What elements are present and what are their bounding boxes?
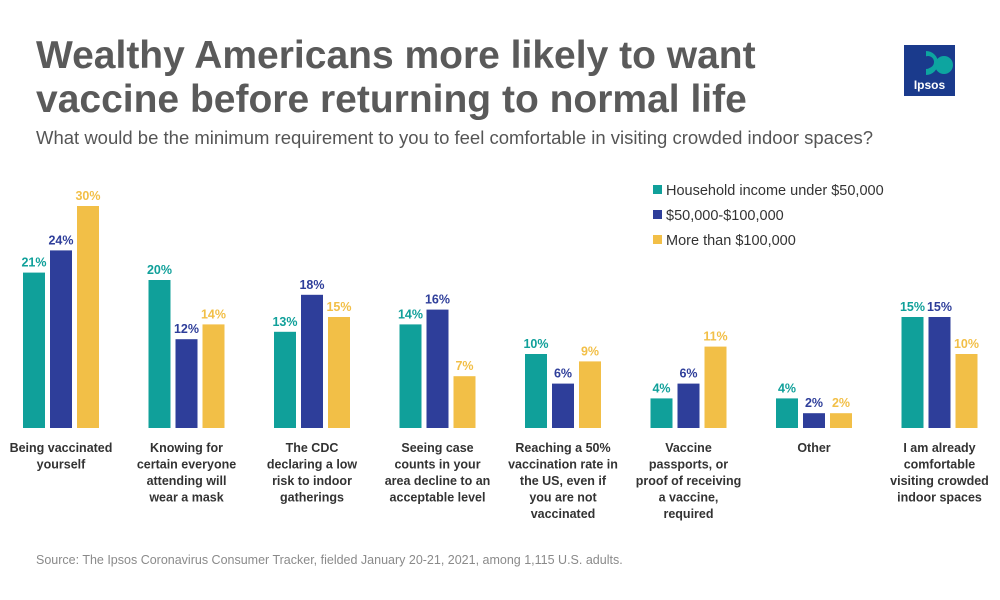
value-label-7-series-3: 2% — [832, 396, 850, 410]
value-label-6-series-3: 11% — [703, 330, 727, 344]
logo-text: Ipsos — [914, 78, 946, 92]
bar-6-series-2 — [677, 383, 700, 428]
value-label-7-series-2: 2% — [805, 396, 823, 410]
legend-label-2: $50,000-$100,000 — [666, 208, 784, 224]
legend-label-1: Household income under $50,000 — [666, 183, 884, 199]
bar-4-series-2 — [426, 309, 449, 428]
bar-8-series-1 — [901, 317, 924, 428]
bar-2-series-2 — [175, 339, 198, 428]
legend: Household income under $50,000 $50,000-$1… — [653, 183, 884, 249]
bar-7-series-2 — [803, 413, 825, 428]
bar-8-series-2 — [928, 317, 951, 428]
value-label-8-series-1: 15% — [900, 300, 925, 314]
bar-2-series-1 — [148, 280, 171, 428]
value-label-6-series-2: 6% — [679, 367, 697, 381]
bar-4-series-1 — [399, 324, 422, 428]
category-label-1: Being vaccinated yourself — [10, 441, 113, 472]
value-label-2-series-3: 14% — [201, 307, 226, 321]
bars-group — [23, 206, 978, 428]
bar-4-series-3 — [453, 376, 476, 428]
chart-subtitle: What would be the minimum requirement to… — [36, 127, 874, 148]
category-labels-group: Being vaccinated yourself Knowing for certa… — [10, 441, 989, 521]
value-label-8-series-3: 10% — [954, 337, 979, 351]
value-label-7-series-1: 4% — [778, 381, 796, 395]
value-label-4-series-1: 14% — [398, 307, 423, 321]
legend-label-3: More than $100,000 — [666, 233, 796, 249]
source-note: Source: The Ipsos Coronavirus Consumer T… — [36, 553, 623, 567]
value-label-5-series-3: 9% — [581, 344, 599, 358]
bar-6-series-3 — [704, 346, 727, 428]
value-label-6-series-1: 4% — [652, 381, 670, 395]
value-label-5-series-1: 10% — [523, 337, 548, 351]
value-label-1-series-1: 21% — [21, 256, 46, 270]
legend-swatch-2 — [653, 210, 662, 219]
bar-7-series-1 — [776, 398, 798, 428]
value-label-3-series-3: 15% — [326, 300, 351, 314]
legend-swatch-3 — [653, 235, 662, 244]
category-label-6: Vaccine passports, or proof of receiving a … — [636, 441, 742, 521]
value-label-8-series-2: 15% — [927, 300, 952, 314]
value-label-4-series-3: 7% — [455, 359, 473, 373]
bar-5-series-3 — [579, 361, 601, 428]
bar-7-series-3 — [830, 413, 852, 428]
bar-8-series-3 — [955, 354, 978, 428]
category-label-4: Seeing case counts in your area decline to… — [385, 441, 491, 505]
bar-3-series-3 — [328, 317, 350, 428]
category-label-5: Reaching a 50% vaccination rate in the US,… — [508, 441, 618, 521]
ipsos-logo: Ipsos — [904, 45, 955, 96]
chart-title: Wealthy Americans more likely to want va… — [36, 34, 756, 121]
legend-swatch-1 — [653, 185, 662, 194]
value-labels-group: 21%24%30%20%12%14%13%18%15%14%16%7%10%6%… — [21, 189, 979, 410]
bar-5-series-2 — [552, 383, 574, 428]
bar-3-series-2 — [301, 294, 323, 428]
bar-6-series-1 — [650, 398, 673, 428]
category-label-2: Knowing for certain everyone attending wil… — [137, 441, 236, 505]
value-label-2-series-2: 12% — [174, 322, 199, 336]
ipsos-logo-icon: Ipsos — [904, 45, 955, 96]
bar-1-series-1 — [23, 272, 45, 428]
category-label-8: I am already comfortable visiting crowded i… — [890, 441, 989, 505]
bar-5-series-1 — [525, 354, 547, 428]
bar-2-series-3 — [202, 324, 225, 428]
value-label-1-series-3: 30% — [75, 189, 100, 203]
value-label-2-series-1: 20% — [147, 263, 172, 277]
category-label-7: Other — [797, 441, 830, 455]
bar-3-series-1 — [274, 331, 296, 428]
bar-1-series-3 — [77, 206, 99, 428]
bar-1-series-2 — [50, 250, 72, 428]
category-label-3: The CDC declaring a low risk to indoor gath… — [267, 441, 358, 505]
value-label-3-series-2: 18% — [299, 278, 324, 292]
value-label-1-series-2: 24% — [48, 233, 73, 247]
value-label-5-series-2: 6% — [554, 367, 572, 381]
value-label-3-series-1: 13% — [272, 315, 297, 329]
value-label-4-series-2: 16% — [425, 293, 450, 307]
